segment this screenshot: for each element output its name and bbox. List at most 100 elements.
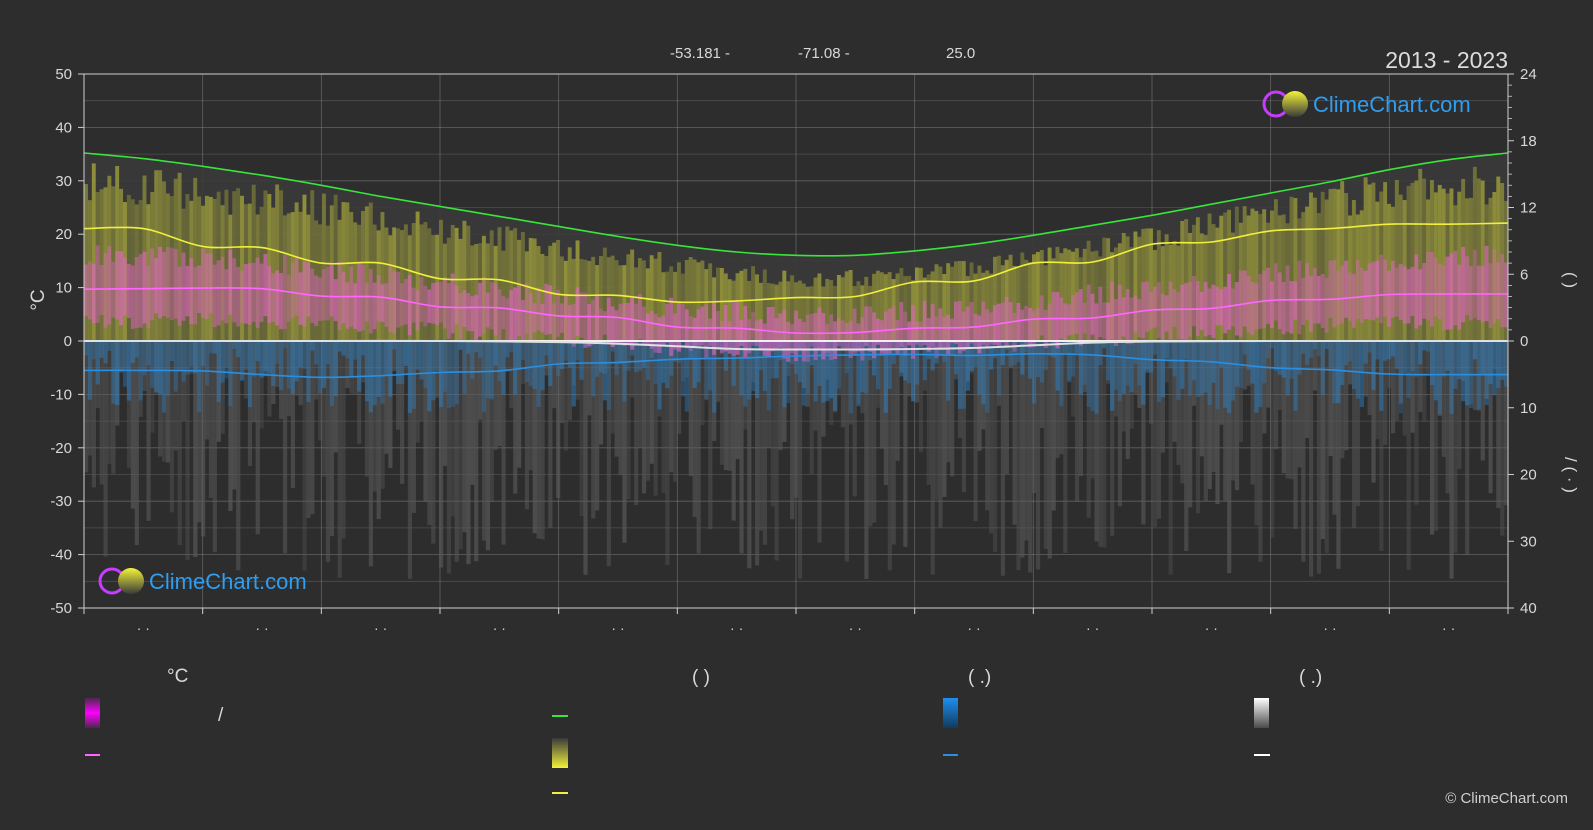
temperature-bar <box>1453 250 1458 326</box>
snow-bar <box>930 341 935 575</box>
y-tick-label-left: -40 <box>50 547 72 564</box>
temperature-bar <box>474 294 479 340</box>
sunshine-bar <box>1355 214 1361 341</box>
snow-bar <box>727 341 732 471</box>
daylight-bar <box>497 216 502 341</box>
precipitation-bar <box>1266 341 1271 359</box>
daylight-bar <box>1184 208 1189 341</box>
snow-bar <box>961 341 967 493</box>
snow-bar <box>559 341 565 424</box>
snow-bar <box>1273 341 1279 450</box>
precipitation-bar <box>1207 341 1212 406</box>
temperature-bar <box>790 324 795 354</box>
precipitation-bar <box>770 341 775 379</box>
daylight-bar <box>751 252 756 341</box>
snow-bar <box>1016 341 1021 571</box>
snow-bar <box>267 341 272 417</box>
temperature-bar <box>267 266 272 324</box>
precipitation-bar <box>1063 341 1068 354</box>
sunshine-bar <box>1258 214 1263 341</box>
precipitation-bar <box>1149 341 1154 373</box>
sunshine-bar <box>279 190 284 341</box>
daylight-bar <box>1039 233 1045 341</box>
temperature-bar <box>1500 254 1505 327</box>
temperature-bar <box>1102 302 1107 339</box>
sunshine-bar <box>1133 231 1138 341</box>
snow-bar <box>653 341 658 496</box>
sunshine-bar <box>345 202 350 341</box>
sunshine-bar <box>1250 208 1255 341</box>
sunshine-bar <box>641 260 647 341</box>
daylight-bar <box>899 251 904 341</box>
snow-bar <box>493 341 498 450</box>
daylight-bar <box>1094 224 1099 341</box>
snow-bar <box>380 341 385 489</box>
snow-bar <box>673 341 678 482</box>
snow-bar <box>146 341 151 521</box>
sunshine-bar <box>879 272 885 341</box>
sunshine-bar <box>411 223 416 341</box>
snow-bar <box>1437 341 1442 417</box>
precipitation-bar <box>559 341 565 370</box>
snow-bar <box>1164 341 1169 383</box>
temperature-bar <box>637 294 643 339</box>
sunshine-bar <box>591 256 596 341</box>
snow-bar <box>1102 341 1107 548</box>
precipitation-bar <box>181 341 186 382</box>
snow-bar <box>1063 341 1068 553</box>
temperature-bar <box>1094 303 1099 340</box>
daylight-bar <box>126 157 132 341</box>
temperature-bar <box>1078 289 1084 346</box>
sunshine-bar <box>458 238 463 341</box>
temperature-bar <box>1063 303 1068 341</box>
temperature-bar <box>1406 269 1411 324</box>
snow-bar <box>797 341 803 579</box>
temperature-bar <box>673 313 678 350</box>
sunshine-bar <box>497 227 502 341</box>
precipitation-bar <box>497 341 502 382</box>
precipitation-bar <box>653 341 658 385</box>
snow-bar <box>747 341 752 569</box>
precipitation-bar <box>232 341 237 349</box>
temperature-bar <box>946 314 951 355</box>
precipitation-bar <box>201 341 206 367</box>
y-tick-label-right-bottom: 40 <box>1520 600 1537 617</box>
precipitation-bar <box>1336 341 1341 404</box>
sunshine-bar <box>610 255 615 341</box>
daylight-bar <box>950 246 955 341</box>
precipitation-bar <box>1328 341 1333 369</box>
daylight-bar <box>598 233 604 341</box>
sunshine-bar <box>415 211 420 341</box>
snow-bar <box>474 341 479 562</box>
temperature-bar <box>208 253 214 314</box>
temperature-bar <box>1117 284 1123 342</box>
precipitation-bar <box>1199 341 1204 396</box>
snow-bar <box>723 341 729 471</box>
sunshine-bar <box>107 175 112 341</box>
snow-bar <box>1141 341 1146 525</box>
temperature-bar <box>1071 295 1076 335</box>
temperature-bar <box>392 271 397 334</box>
precipitation-bar <box>528 341 533 387</box>
snow-bar <box>751 341 756 383</box>
sunshine-bar <box>1125 236 1130 341</box>
temperature-bar <box>173 248 178 319</box>
daylight-bar <box>614 236 619 341</box>
precipitation-bar <box>1500 341 1505 380</box>
x-tick-label: · · <box>967 620 980 636</box>
snow-bar <box>1156 341 1162 519</box>
sunshine-bar <box>111 186 116 341</box>
temperature-bar <box>844 323 849 350</box>
snow-bar <box>201 341 206 537</box>
snow-bar <box>872 341 877 523</box>
precipitation-bar <box>325 341 331 365</box>
temperature-bar <box>985 309 990 349</box>
sunshine-bar <box>571 258 576 341</box>
temperature-bar <box>84 264 89 317</box>
daylight-bar <box>439 206 444 341</box>
precipitation-bar <box>856 341 861 407</box>
snow-bar <box>208 341 214 499</box>
snow-bar <box>1032 341 1037 494</box>
snow-bar <box>989 341 994 534</box>
precipitation-bar <box>271 341 276 386</box>
